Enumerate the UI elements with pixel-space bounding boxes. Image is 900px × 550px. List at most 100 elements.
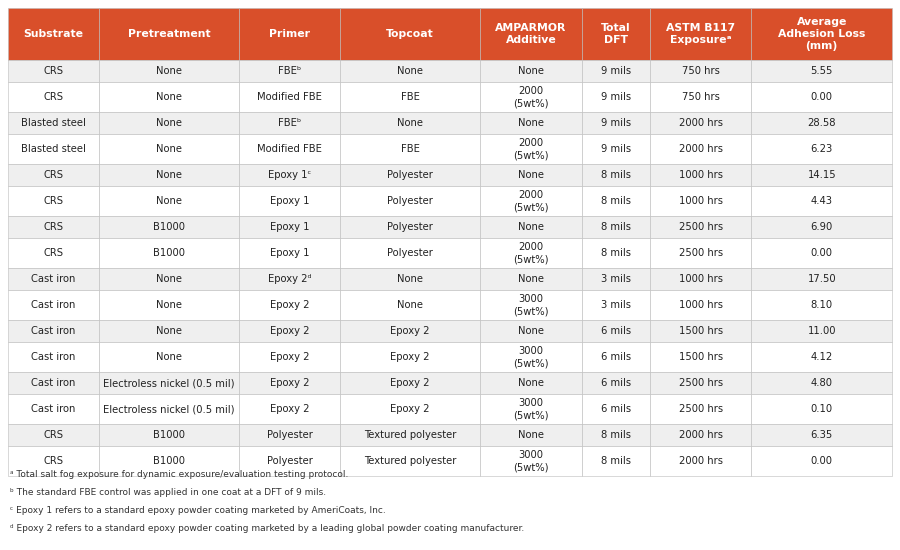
Bar — [340, 60, 480, 82]
Bar — [752, 8, 892, 60]
Text: Epoxy 1: Epoxy 1 — [270, 248, 310, 258]
Bar — [480, 372, 581, 394]
Bar — [340, 8, 480, 60]
Bar — [99, 446, 239, 476]
Text: CRS: CRS — [43, 430, 64, 440]
Text: None: None — [518, 326, 544, 336]
Bar — [752, 446, 892, 476]
Text: ᵈ Epoxy 2 refers to a standard epoxy powder coating marketed by a leading global: ᵈ Epoxy 2 refers to a standard epoxy pow… — [10, 524, 524, 533]
Bar — [752, 268, 892, 290]
Bar — [8, 82, 99, 112]
Bar — [650, 134, 752, 164]
Text: ᵃ Total salt fog exposure for dynamic exposure/evaluation testing protocol.: ᵃ Total salt fog exposure for dynamic ex… — [10, 470, 348, 479]
Bar — [99, 164, 239, 186]
Text: 1000 hrs: 1000 hrs — [679, 300, 723, 310]
Bar — [8, 446, 99, 476]
Bar — [340, 112, 480, 134]
Text: 4.80: 4.80 — [811, 378, 832, 388]
Text: 2000 hrs: 2000 hrs — [679, 430, 723, 440]
Text: Epoxy 2: Epoxy 2 — [270, 378, 310, 388]
Bar — [340, 238, 480, 268]
Text: None: None — [156, 300, 182, 310]
Text: 2000 hrs: 2000 hrs — [679, 456, 723, 466]
Text: Pretreatment: Pretreatment — [128, 29, 211, 39]
Bar — [238, 446, 340, 476]
Text: 8.10: 8.10 — [811, 300, 832, 310]
Text: Modified FBE: Modified FBE — [257, 92, 322, 102]
Text: None: None — [156, 352, 182, 362]
Bar — [480, 238, 581, 268]
Bar — [8, 424, 99, 446]
Bar — [581, 60, 650, 82]
Bar — [650, 238, 752, 268]
Text: 3 mils: 3 mils — [601, 274, 631, 284]
Text: Cast iron: Cast iron — [32, 326, 76, 336]
Text: 0.00: 0.00 — [811, 248, 832, 258]
Bar — [8, 320, 99, 342]
Bar — [650, 424, 752, 446]
Bar — [650, 342, 752, 372]
Text: 9 mils: 9 mils — [600, 118, 631, 128]
Text: Polyester: Polyester — [387, 222, 433, 232]
Text: 0.00: 0.00 — [811, 92, 832, 102]
Bar — [99, 216, 239, 238]
Bar — [581, 216, 650, 238]
Text: Epoxy 1: Epoxy 1 — [270, 222, 310, 232]
Bar — [752, 320, 892, 342]
Text: Epoxy 2: Epoxy 2 — [391, 378, 430, 388]
Bar — [99, 320, 239, 342]
Bar — [650, 216, 752, 238]
Text: Polyester: Polyester — [387, 196, 433, 206]
Text: Epoxy 2: Epoxy 2 — [391, 352, 430, 362]
Text: 9 mils: 9 mils — [600, 66, 631, 76]
Bar — [8, 8, 99, 60]
Bar — [99, 394, 239, 424]
Bar — [581, 134, 650, 164]
Text: Blasted steel: Blasted steel — [21, 144, 86, 154]
Bar — [480, 446, 581, 476]
Text: Epoxy 2: Epoxy 2 — [270, 326, 310, 336]
Bar — [99, 112, 239, 134]
Bar — [340, 216, 480, 238]
Bar — [581, 372, 650, 394]
Text: Electroless nickel (0.5 mil): Electroless nickel (0.5 mil) — [104, 378, 235, 388]
Bar — [99, 8, 239, 60]
Text: Substrate: Substrate — [23, 29, 84, 39]
Bar — [480, 320, 581, 342]
Bar — [238, 424, 340, 446]
Bar — [581, 238, 650, 268]
Bar — [8, 342, 99, 372]
Text: None: None — [518, 378, 544, 388]
Text: Electroless nickel (0.5 mil): Electroless nickel (0.5 mil) — [104, 404, 235, 414]
Text: Cast iron: Cast iron — [32, 352, 76, 362]
Bar — [650, 82, 752, 112]
Bar — [480, 394, 581, 424]
Text: Epoxy 2: Epoxy 2 — [270, 404, 310, 414]
Text: 6.35: 6.35 — [811, 430, 832, 440]
Text: 3000
(5wt%): 3000 (5wt%) — [513, 450, 549, 472]
Text: 8 mils: 8 mils — [601, 170, 631, 180]
Bar — [8, 372, 99, 394]
Bar — [752, 134, 892, 164]
Bar — [581, 82, 650, 112]
Text: None: None — [518, 430, 544, 440]
Text: None: None — [397, 300, 423, 310]
Text: B1000: B1000 — [153, 430, 184, 440]
Bar — [238, 112, 340, 134]
Text: FBE: FBE — [400, 144, 419, 154]
Bar — [480, 60, 581, 82]
Bar — [752, 186, 892, 216]
Text: 750 hrs: 750 hrs — [681, 66, 720, 76]
Bar — [238, 8, 340, 60]
Bar — [238, 268, 340, 290]
Bar — [581, 320, 650, 342]
Bar — [238, 164, 340, 186]
Bar — [99, 372, 239, 394]
Bar — [650, 8, 752, 60]
Bar — [99, 268, 239, 290]
Bar — [340, 446, 480, 476]
Text: Cast iron: Cast iron — [32, 274, 76, 284]
Bar — [8, 186, 99, 216]
Bar — [99, 238, 239, 268]
Text: 2000 hrs: 2000 hrs — [679, 144, 723, 154]
